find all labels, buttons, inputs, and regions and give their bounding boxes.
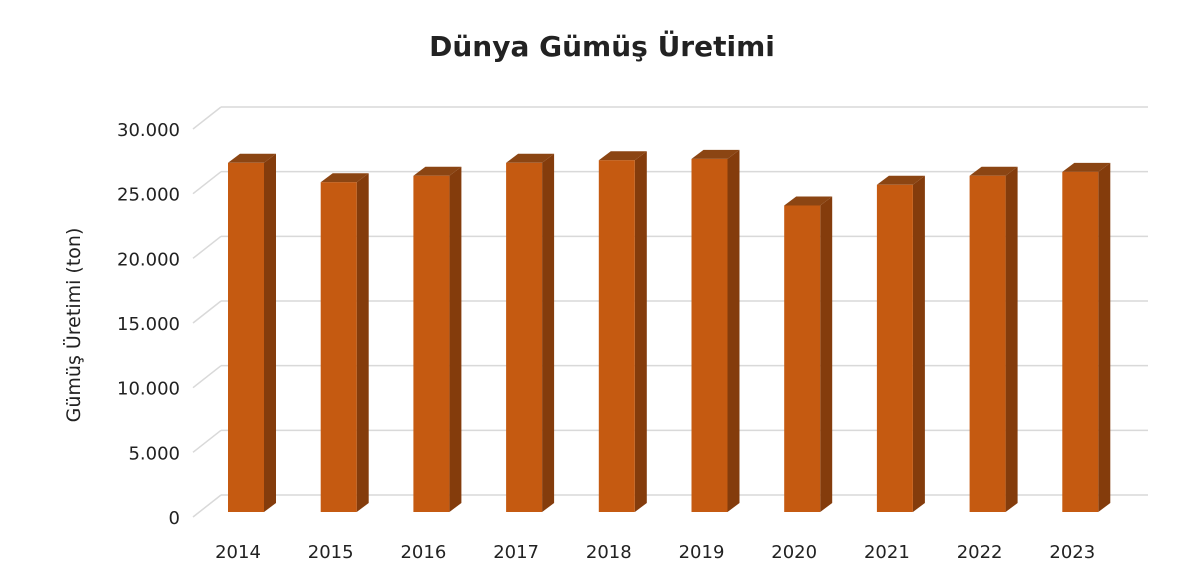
bar-side bbox=[820, 196, 833, 513]
bar-top bbox=[320, 173, 369, 183]
gridline-diagonal bbox=[192, 300, 222, 324]
y-tick-label: 5.000 bbox=[128, 443, 180, 464]
bar-top bbox=[691, 149, 740, 159]
gridline-diagonal bbox=[192, 365, 222, 389]
bar-2016 bbox=[413, 166, 462, 512]
bar-front bbox=[228, 162, 264, 513]
bar-2021 bbox=[876, 175, 925, 512]
bar-top bbox=[228, 153, 276, 163]
x-tick-label: 2015 bbox=[308, 542, 354, 563]
bar-2023 bbox=[1062, 162, 1111, 512]
x-tick-label: 2020 bbox=[771, 542, 817, 563]
bar-2015 bbox=[320, 173, 369, 512]
bar-side bbox=[1005, 166, 1018, 512]
bar-top bbox=[784, 196, 833, 206]
x-tick-label: 2016 bbox=[400, 542, 446, 563]
bar-side bbox=[912, 175, 925, 512]
bar-top bbox=[413, 166, 462, 176]
x-tick-label: 2019 bbox=[679, 542, 725, 563]
bar-front bbox=[506, 162, 543, 513]
y-tick-label: 20.000 bbox=[117, 249, 180, 270]
y-tick-label: 0 bbox=[169, 508, 180, 529]
bar-side bbox=[634, 151, 647, 513]
bar-top bbox=[876, 175, 925, 185]
gridline-diagonal bbox=[192, 171, 222, 195]
bar-front bbox=[1062, 171, 1099, 512]
bar-2017 bbox=[506, 153, 555, 513]
x-tick-label: 2021 bbox=[864, 542, 910, 563]
bar-front bbox=[784, 205, 821, 513]
chart-title: Dünya Gümüş Üretimi bbox=[429, 29, 775, 63]
y-tick-label: 15.000 bbox=[117, 314, 180, 335]
bar-front bbox=[598, 160, 635, 513]
gridline-diagonal bbox=[192, 429, 222, 453]
bar-side bbox=[356, 173, 369, 512]
gridline-diagonal bbox=[192, 235, 222, 259]
bar-side bbox=[1098, 162, 1111, 512]
bar-2018 bbox=[598, 151, 647, 513]
bar-top bbox=[506, 153, 555, 163]
bar-top bbox=[598, 151, 647, 161]
gridline-diagonal bbox=[192, 106, 222, 130]
bar-side bbox=[449, 166, 462, 512]
x-tick-label: 2022 bbox=[957, 542, 1003, 563]
bar-2014 bbox=[228, 153, 276, 513]
x-tick-label: 2018 bbox=[586, 542, 632, 563]
x-tick-label: 2017 bbox=[493, 542, 539, 563]
gridline-diagonal bbox=[192, 494, 222, 518]
y-axis-label: Gümüş Üretimi (ton) bbox=[62, 228, 85, 423]
bar-2020 bbox=[784, 196, 833, 513]
y-tick-labels: 0 5.000 10.000 15.000 20.000 25.000 30.000 bbox=[117, 120, 180, 529]
bar-side bbox=[542, 153, 555, 513]
bar-2022 bbox=[969, 166, 1018, 512]
bar-top bbox=[969, 166, 1018, 176]
bar-side bbox=[264, 153, 276, 513]
bar-side bbox=[727, 149, 740, 513]
x-tick-label: 2023 bbox=[1049, 542, 1095, 563]
bar-top bbox=[1062, 162, 1111, 172]
bar-2019 bbox=[691, 149, 740, 513]
x-tick-labels: 2014 2015 2016 2017 2018 2019 2020 2021 2022 2023 bbox=[215, 542, 1095, 563]
y-tick-label: 30.000 bbox=[117, 120, 180, 141]
bar-front bbox=[876, 184, 913, 512]
y-tick-label: 10.000 bbox=[117, 379, 180, 400]
bar-front bbox=[969, 175, 1006, 512]
y-tick-label: 25.000 bbox=[117, 185, 180, 206]
bar-front bbox=[413, 175, 450, 512]
bar-front bbox=[691, 158, 728, 513]
x-tick-label: 2014 bbox=[215, 542, 261, 563]
bars bbox=[228, 149, 1111, 513]
bar-front bbox=[320, 182, 357, 512]
